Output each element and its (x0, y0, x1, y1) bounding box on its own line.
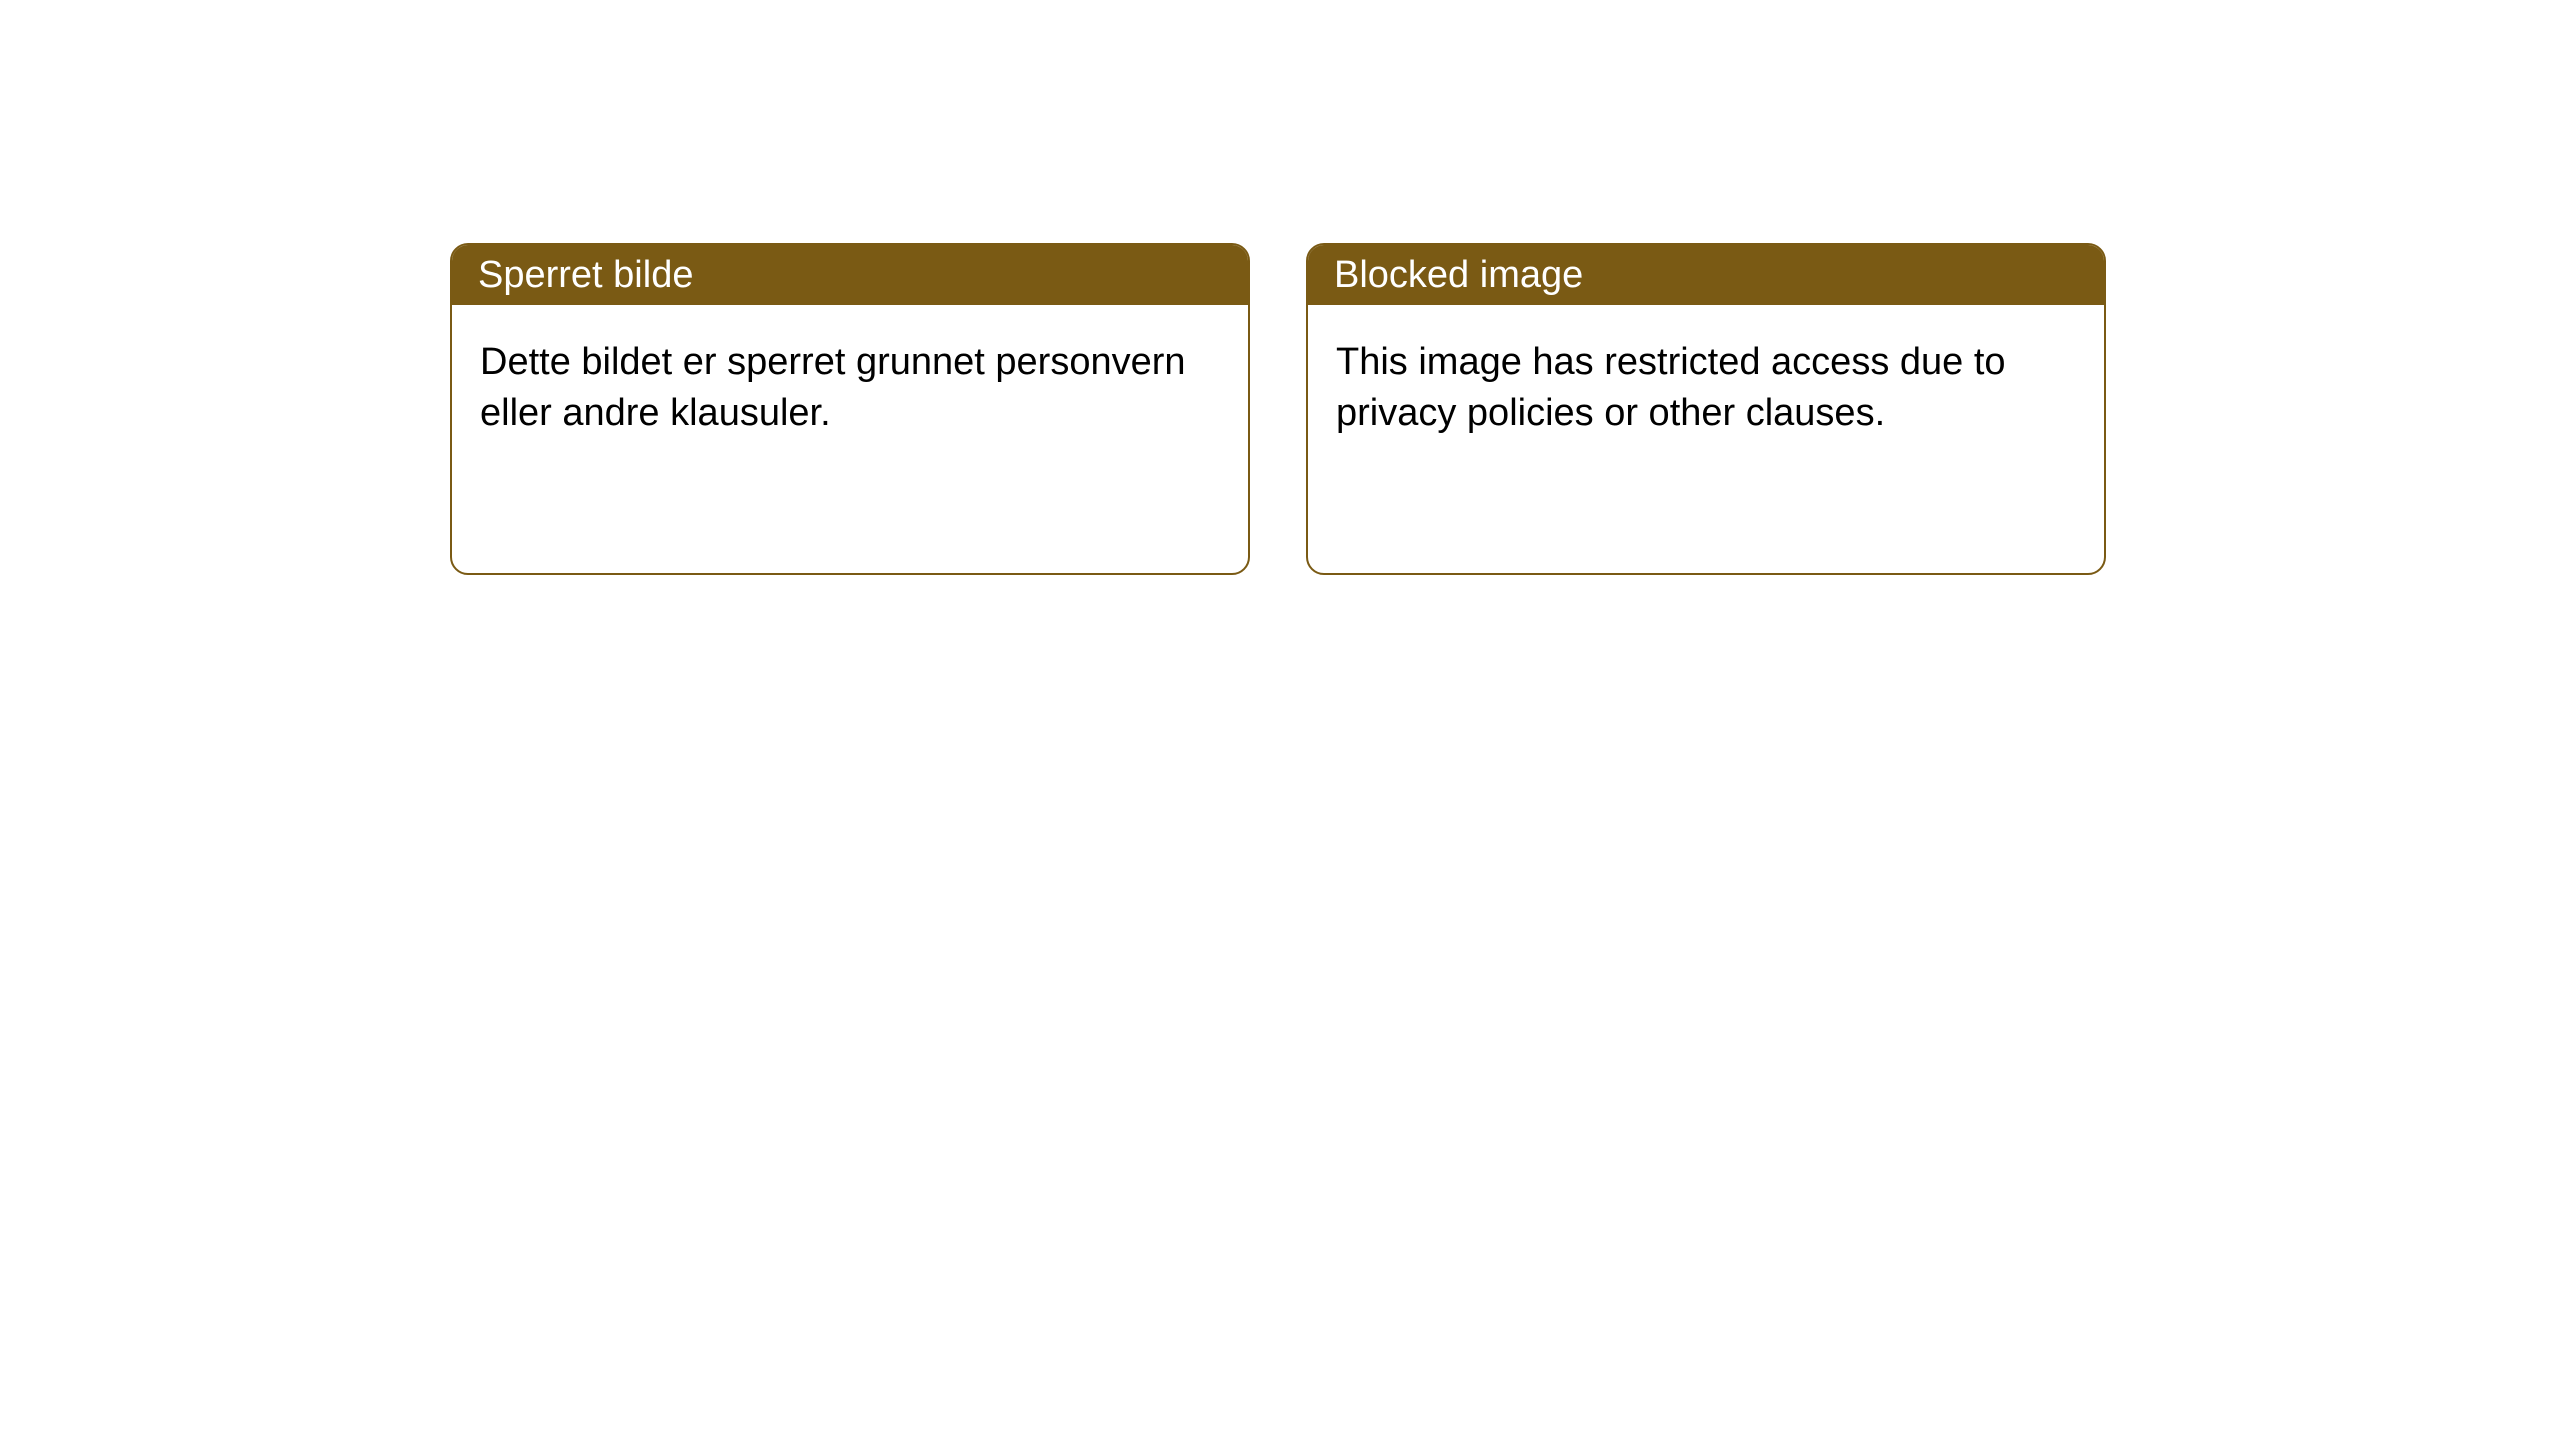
blocked-image-panel-en: Blocked image This image has restricted … (1306, 243, 2106, 575)
panels-container: Sperret bilde Dette bildet er sperret gr… (0, 0, 2560, 575)
blocked-image-panel-no: Sperret bilde Dette bildet er sperret gr… (450, 243, 1250, 575)
panel-body-no: Dette bildet er sperret grunnet personve… (452, 305, 1248, 472)
panel-body-en: This image has restricted access due to … (1308, 305, 2104, 472)
panel-header-en: Blocked image (1308, 245, 2104, 305)
panel-header-no: Sperret bilde (452, 245, 1248, 305)
